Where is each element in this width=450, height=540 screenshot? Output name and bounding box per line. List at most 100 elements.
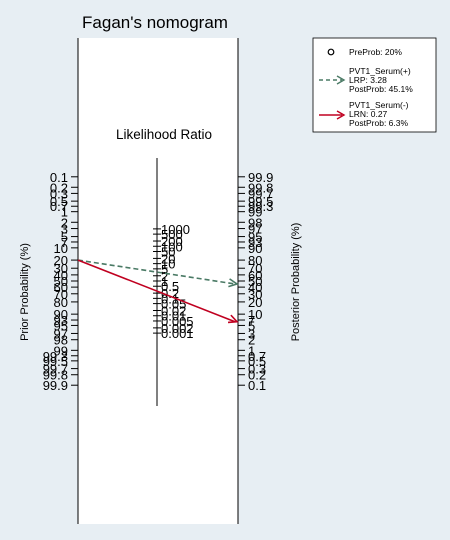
left-tick-label: 50 xyxy=(54,274,68,289)
lr-tick-label: 0.01 xyxy=(161,309,186,324)
right-tick-label: 99.5 xyxy=(248,194,273,209)
right-tick-label: 20 xyxy=(248,295,262,310)
right-tick-label: 97 xyxy=(248,222,262,237)
right-axis-ticks: 99.999.899.799.599.399989795939080706050… xyxy=(238,170,273,393)
left-tick-label: 93 xyxy=(54,313,68,328)
left-tick-label: 10 xyxy=(54,241,68,256)
left-tick-label: 70 xyxy=(54,287,68,302)
right-tick-label: 0.3 xyxy=(248,362,266,377)
left-tick-label: 30 xyxy=(54,261,68,276)
left-tick-label: 0.3 xyxy=(50,186,68,201)
left-tick-label: 97 xyxy=(54,326,68,341)
legend-arrow-negative xyxy=(336,110,346,120)
right-tick-label: 3 xyxy=(248,326,255,341)
left-tick-label: 20 xyxy=(54,253,68,268)
legend-arrow-positive xyxy=(336,75,346,85)
lr-tick-label: 5 xyxy=(161,262,168,277)
legend-positive-post: PostProb: 45.1% xyxy=(349,84,413,94)
left-axis-ticks: 0.10.20.30.50.71235710203040506070809093… xyxy=(43,170,78,393)
right-tick-label: 99.7 xyxy=(248,186,273,201)
right-tick-label: 98 xyxy=(248,215,262,230)
lr-tick-label: 0.002 xyxy=(161,321,194,336)
left-tick-label: 98 xyxy=(54,333,68,348)
right-tick-label: 99.8 xyxy=(248,180,273,195)
left-tick-label: 99.7 xyxy=(43,362,68,377)
lr-tick-label: 0.02 xyxy=(161,304,186,319)
right-tick-label: 0.5 xyxy=(248,354,266,369)
lr-tick-label: 1000 xyxy=(161,222,190,237)
lr-tick-label: 100 xyxy=(161,239,183,254)
legend-preprob-label: PreProb: 20% xyxy=(349,47,402,57)
right-tick-label: 0.7 xyxy=(248,349,266,364)
right-tick-label: 5 xyxy=(248,318,255,333)
left-tick-label: 99.5 xyxy=(43,354,68,369)
right-tick-label: 93 xyxy=(248,235,262,250)
series-line-0 xyxy=(77,259,236,285)
left-tick-label: 0.5 xyxy=(50,194,68,209)
lr-tick-label: 20 xyxy=(161,251,175,266)
lr-tick-label: 500 xyxy=(161,227,183,242)
series-line-1 xyxy=(77,259,236,323)
left-tick-label: 99.3 xyxy=(43,349,68,364)
legend: PreProb: 20% PVT1_Serum(+) LRP: 3.28 Pos… xyxy=(312,37,437,133)
lr-tick-label: 50 xyxy=(161,244,175,259)
left-tick-label: 5 xyxy=(61,230,68,245)
right-tick-label: 2 xyxy=(248,333,255,348)
right-tick-label: 99.9 xyxy=(248,170,273,185)
left-tick-label: 0.2 xyxy=(50,180,68,195)
right-tick-label: 99 xyxy=(248,205,262,220)
right-tick-label: 0.1 xyxy=(248,378,266,393)
left-tick-label: 7 xyxy=(61,235,68,250)
lr-tick-label: 2 xyxy=(161,269,168,284)
lr-tick-label: 0.005 xyxy=(161,314,194,329)
series-arrowhead-1 xyxy=(227,314,239,324)
lr-axis-ticks: 10005002001005020105210.50.20.10.050.020… xyxy=(153,222,194,341)
legend-box xyxy=(312,37,437,133)
lr-tick-label: 200 xyxy=(161,234,183,249)
left-tick-label: 0.1 xyxy=(50,170,68,185)
lr-tick-label: 10 xyxy=(161,257,175,272)
right-tick-label: 95 xyxy=(248,230,262,245)
right-tick-label: 7 xyxy=(248,313,255,328)
right-tick-label: 30 xyxy=(248,287,262,302)
right-axis-label: Posterior Probability (%) xyxy=(290,223,302,342)
legend-negative-name: PVT1_Serum(-) xyxy=(349,100,409,110)
right-tick-label: 70 xyxy=(248,261,262,276)
left-tick-label: 0.7 xyxy=(50,199,68,214)
left-tick-label: 80 xyxy=(54,295,68,310)
right-tick-label: 99.3 xyxy=(248,199,273,214)
left-tick-label: 99.9 xyxy=(43,378,68,393)
series-arrowhead-0 xyxy=(228,278,239,288)
lr-tick-label: 0.5 xyxy=(161,279,179,294)
legend-positive-lr: LRP: 3.28 xyxy=(349,75,387,85)
legend-positive-name: PVT1_Serum(+) xyxy=(349,66,411,76)
right-tick-label: 0.2 xyxy=(248,368,266,383)
left-tick-label: 90 xyxy=(54,307,68,322)
left-tick-label: 1 xyxy=(61,205,68,220)
lr-axis-label: Likelihood Ratio xyxy=(116,127,212,142)
left-tick-label: 99.8 xyxy=(43,368,68,383)
left-axis-label: Prior Probability (%) xyxy=(19,243,31,341)
left-tick-label: 3 xyxy=(61,222,68,237)
right-tick-label: 50 xyxy=(248,274,262,289)
right-tick-label: 10 xyxy=(248,307,262,322)
left-tick-label: 99 xyxy=(54,343,68,358)
right-tick-label: 1 xyxy=(248,343,255,358)
lr-tick-label: 0.001 xyxy=(161,326,194,341)
lr-tick-label: 1 xyxy=(161,274,168,289)
left-tick-label: 40 xyxy=(54,268,68,283)
legend-preprob-marker xyxy=(327,48,335,56)
right-tick-label: 40 xyxy=(248,280,262,295)
left-tick-label: 60 xyxy=(54,280,68,295)
chart-title: Fagan's nomogram xyxy=(82,13,228,32)
right-tick-label: 80 xyxy=(248,253,262,268)
right-tick-label: 90 xyxy=(248,241,262,256)
right-tick-label: 60 xyxy=(248,268,262,283)
series-lines xyxy=(77,259,239,324)
legend-negative-lr: LRN: 0.27 xyxy=(349,109,388,119)
left-tick-label: 95 xyxy=(54,318,68,333)
legend-negative-post: PostProb: 6.3% xyxy=(349,118,409,128)
left-tick-label: 2 xyxy=(61,215,68,230)
